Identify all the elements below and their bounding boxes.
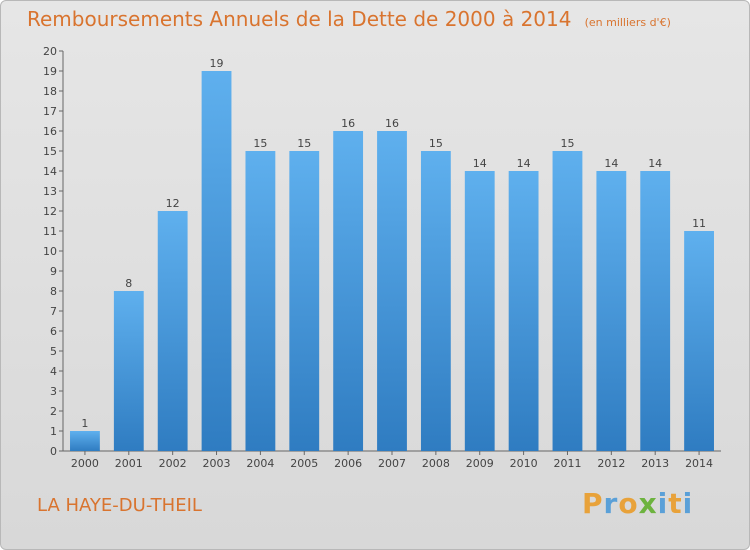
y-tick-label: 18 bbox=[43, 85, 57, 98]
bar bbox=[70, 431, 100, 451]
bar-value-label: 15 bbox=[253, 137, 267, 150]
logo-letter: P bbox=[582, 487, 604, 520]
y-tick-label: 11 bbox=[43, 225, 57, 238]
bar bbox=[596, 171, 627, 451]
chart-data-labels: 1 8 12 19 15 15 16 16 15 14 14 15 14 14 11 bbox=[81, 57, 706, 430]
y-tick-label: 19 bbox=[43, 65, 57, 78]
x-tick-label: 2014 bbox=[685, 457, 713, 470]
x-tick-label: 2001 bbox=[115, 457, 143, 470]
bar bbox=[377, 131, 407, 451]
y-tick-label: 15 bbox=[43, 145, 57, 158]
bar bbox=[464, 171, 495, 451]
x-tick-label: 2002 bbox=[159, 457, 187, 470]
logo-letter: r bbox=[603, 487, 619, 520]
bar-value-label: 19 bbox=[210, 57, 224, 70]
bar bbox=[508, 171, 539, 451]
commune-name: LA HAYE-DU-THEIL bbox=[37, 495, 202, 516]
bar bbox=[552, 151, 583, 451]
y-tick-label: 5 bbox=[50, 345, 57, 358]
bar bbox=[113, 291, 144, 451]
y-tick-label: 9 bbox=[50, 265, 57, 278]
y-tick-label: 8 bbox=[50, 285, 57, 298]
bar-value-label: 8 bbox=[125, 277, 132, 290]
y-tick-label: 16 bbox=[43, 125, 57, 138]
y-tick-label: 0 bbox=[50, 445, 57, 458]
bar-value-label: 1 bbox=[81, 417, 88, 430]
y-tick-label: 20 bbox=[43, 45, 57, 58]
y-tick-label: 12 bbox=[43, 205, 57, 218]
x-tick-label: 2013 bbox=[641, 457, 669, 470]
x-tick-label: 2005 bbox=[290, 457, 318, 470]
x-tick-label: 2011 bbox=[553, 457, 581, 470]
y-tick-label: 17 bbox=[43, 105, 57, 118]
bar-value-label: 16 bbox=[385, 117, 399, 130]
y-tick-label: 7 bbox=[50, 305, 57, 318]
logo-letter: i bbox=[657, 487, 669, 520]
y-tick-label: 4 bbox=[50, 365, 57, 378]
bar-value-label: 12 bbox=[166, 197, 180, 210]
x-tick-label: 2000 bbox=[71, 457, 99, 470]
x-tick-label: 2007 bbox=[378, 457, 406, 470]
bar-value-label: 15 bbox=[560, 137, 574, 150]
proxiti-logo: Proxiti bbox=[582, 487, 693, 520]
y-tick-label: 10 bbox=[43, 245, 57, 258]
chart-bars bbox=[70, 71, 714, 451]
x-tick-label: 2012 bbox=[597, 457, 625, 470]
y-tick-label: 3 bbox=[50, 385, 57, 398]
bar bbox=[640, 171, 671, 451]
x-tick-label: 2008 bbox=[422, 457, 450, 470]
chart-unit: (en milliers d'€) bbox=[584, 16, 671, 29]
y-tick-label: 14 bbox=[43, 165, 57, 178]
bar bbox=[201, 71, 232, 451]
bar-value-label: 16 bbox=[341, 117, 355, 130]
chart-title: Remboursements Annuels de la Dette de 20… bbox=[27, 7, 572, 31]
bar-value-label: 14 bbox=[604, 157, 618, 170]
bar bbox=[289, 151, 320, 451]
x-tick-label: 2006 bbox=[334, 457, 362, 470]
bar bbox=[157, 211, 188, 451]
x-tick-label: 2003 bbox=[203, 457, 231, 470]
logo-letter: i bbox=[682, 487, 694, 520]
x-tick-label: 2004 bbox=[246, 457, 274, 470]
bar-value-label: 14 bbox=[517, 157, 531, 170]
logo-letter: t bbox=[668, 487, 683, 520]
logo-letter: x bbox=[638, 487, 658, 520]
bar-value-label: 14 bbox=[473, 157, 487, 170]
chart-title-block: Remboursements Annuels de la Dette de 20… bbox=[27, 7, 671, 31]
y-tick-label: 13 bbox=[43, 185, 57, 198]
x-tick-label: 2010 bbox=[510, 457, 538, 470]
y-tick-label: 1 bbox=[50, 425, 57, 438]
bar-value-label: 15 bbox=[297, 137, 311, 150]
x-tick-label: 2009 bbox=[466, 457, 494, 470]
bar bbox=[245, 151, 276, 451]
bar-value-label: 15 bbox=[429, 137, 443, 150]
y-tick-label: 2 bbox=[50, 405, 57, 418]
bar-value-label: 14 bbox=[648, 157, 662, 170]
logo-letter: o bbox=[618, 487, 639, 520]
bar-value-label: 11 bbox=[692, 217, 706, 230]
y-tick-label: 6 bbox=[50, 325, 57, 338]
bar bbox=[420, 151, 451, 451]
bar bbox=[684, 231, 714, 451]
bar bbox=[333, 131, 364, 451]
